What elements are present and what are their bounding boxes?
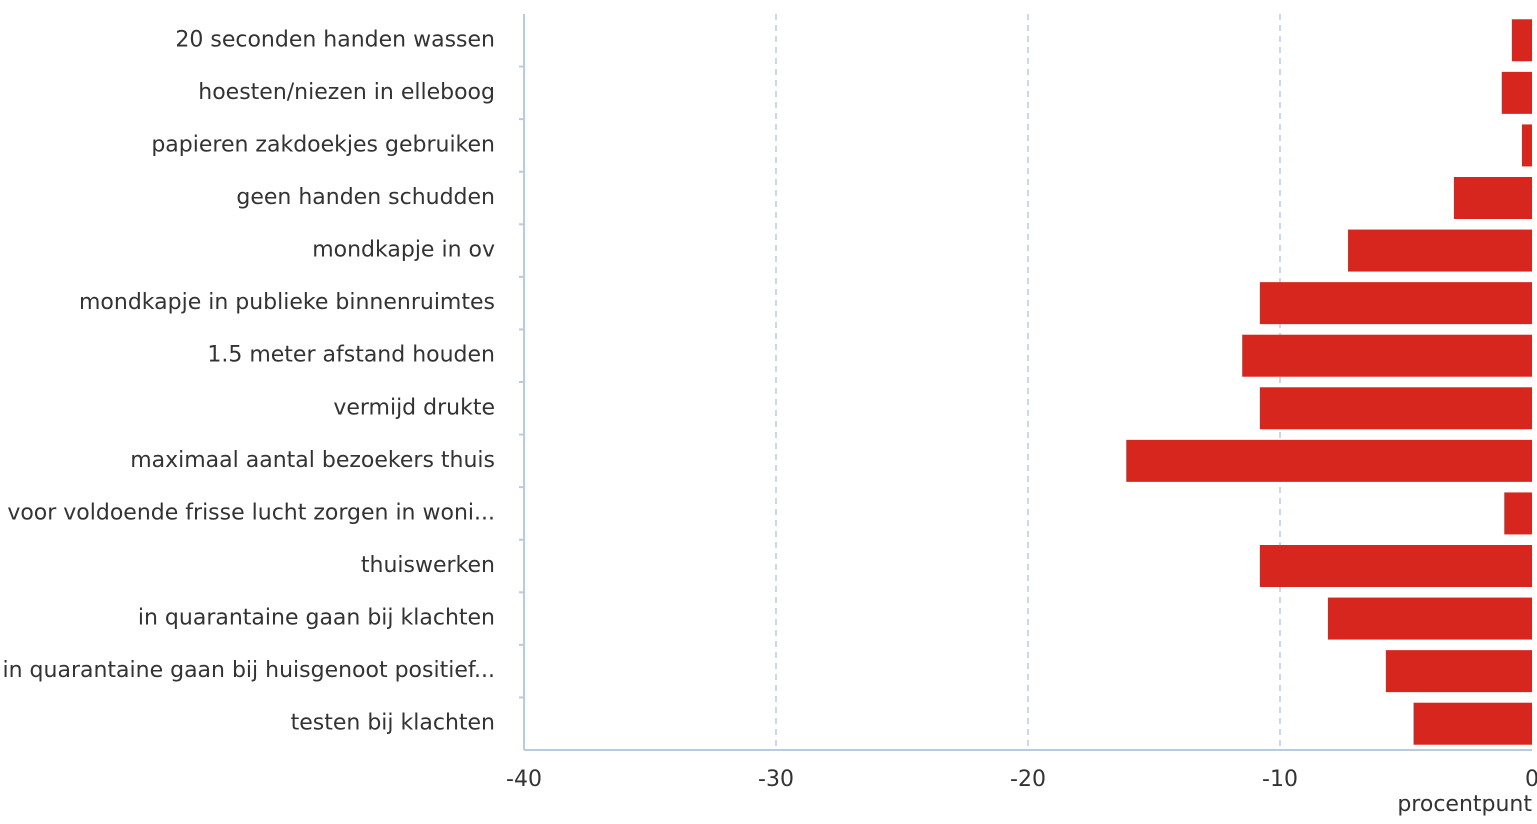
y-tick-label: in quarantaine gaan bij klachten: [138, 606, 495, 631]
bar: [1385, 650, 1532, 693]
x-tick-label: 0: [1525, 767, 1537, 792]
bar: [1504, 492, 1532, 535]
y-tick-label: mondkapje in ov: [312, 238, 495, 263]
x-axis-label: procentpunt: [1397, 792, 1532, 817]
y-tick-label: geen handen schudden: [236, 185, 495, 210]
y-tick-label: 1.5 meter afstand houden: [207, 343, 495, 368]
x-tick-label: -30: [758, 767, 794, 792]
bar: [1126, 439, 1532, 482]
y-tick-label: hoesten/niezen in elleboog: [198, 80, 495, 105]
x-tick-label: -10: [1262, 767, 1298, 792]
bar: [1242, 334, 1532, 377]
bar: [1521, 124, 1532, 167]
bar: [1511, 19, 1532, 62]
y-tick-label: papieren zakdoekjes gebruiken: [151, 132, 495, 157]
bar: [1327, 597, 1532, 640]
y-tick-label: thuiswerken: [361, 553, 495, 578]
y-tick-label: testen bij klachten: [291, 711, 495, 736]
bar: [1501, 71, 1532, 114]
x-tick-label: -20: [1010, 767, 1046, 792]
bar: [1259, 282, 1532, 325]
y-tick-label: in quarantaine gaan bij huisgenoot posit…: [3, 658, 496, 683]
y-tick-label: vermijd drukte: [333, 395, 495, 420]
y-tick-label: voor voldoende frisse lucht zorgen in wo…: [7, 500, 495, 525]
y-tick-label: 20 seconden handen wassen: [175, 27, 495, 52]
y-tick-label: maximaal aantal bezoekers thuis: [130, 448, 495, 473]
y-tick-label: mondkapje in publieke binnenruimtes: [79, 290, 495, 315]
bar: [1348, 229, 1532, 272]
x-tick-label: -40: [506, 767, 542, 792]
bar: [1259, 545, 1532, 587]
bar: [1453, 177, 1532, 219]
bar: [1413, 702, 1532, 745]
bar: [1259, 387, 1532, 430]
